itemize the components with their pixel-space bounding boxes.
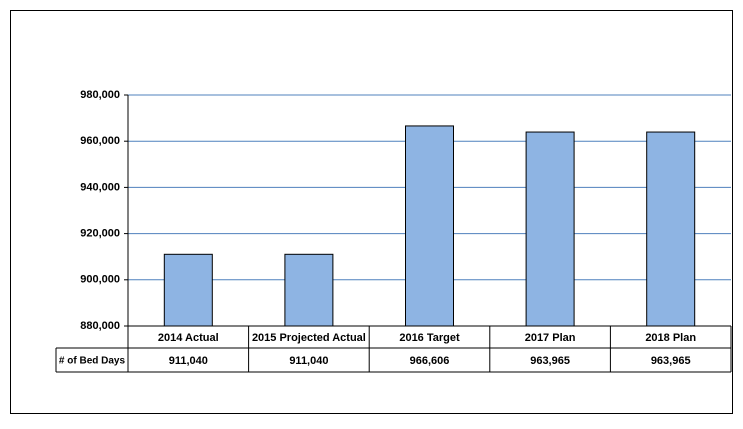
table-value: 911,040 xyxy=(169,355,208,367)
x-tick-label: 2016 Target xyxy=(399,332,460,344)
table-value: 966,606 xyxy=(410,355,450,367)
y-tick-label: 900,000 xyxy=(80,274,120,286)
y-tick-label: 960,000 xyxy=(80,135,120,147)
table-value: 911,040 xyxy=(289,355,328,367)
x-tick-label: 2018 Plan xyxy=(645,332,696,344)
x-tick-label: 2015 Projected Actual xyxy=(252,332,366,344)
table-value: 963,965 xyxy=(530,355,570,367)
x-tick-label: 2017 Plan xyxy=(525,332,576,344)
bar xyxy=(163,253,213,327)
chart-border xyxy=(10,10,733,414)
bar xyxy=(405,125,454,327)
x-tick-label: 2014 Actual xyxy=(158,332,219,344)
bar xyxy=(646,131,696,327)
y-tick-label: 880,000 xyxy=(80,320,120,332)
table-row-label: # of Bed Days xyxy=(59,356,126,367)
table-value: 963,965 xyxy=(651,355,691,367)
bar xyxy=(284,253,334,327)
bar xyxy=(525,131,575,327)
y-tick-label: 940,000 xyxy=(80,181,120,193)
y-tick-label: 920,000 xyxy=(80,228,120,240)
y-tick-label: 980,000 xyxy=(80,89,120,101)
